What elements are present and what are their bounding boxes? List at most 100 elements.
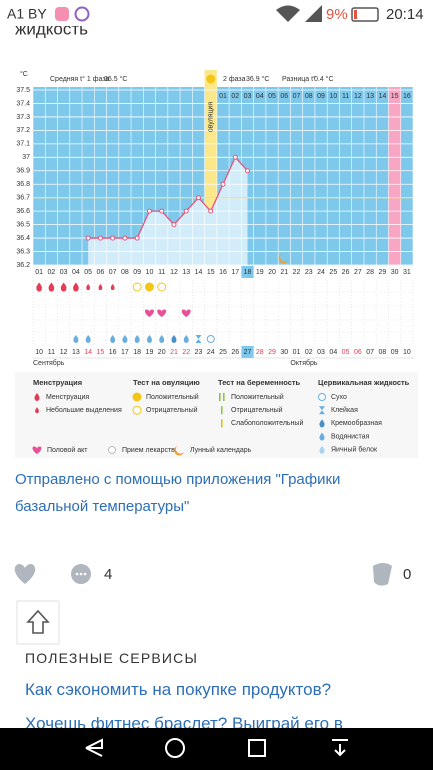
point-marker	[245, 168, 251, 174]
like-icon[interactable]	[14, 564, 36, 584]
phase2-day: 06	[280, 93, 288, 100]
date: 15	[97, 349, 105, 356]
ovulation-test-icon	[157, 282, 167, 292]
date: 18	[133, 349, 141, 356]
y-tick-label: 37.3	[16, 114, 30, 121]
legend-item: Водянистая	[331, 433, 370, 440]
y-tick-label: 36.9	[16, 168, 30, 175]
date: 12	[60, 349, 68, 356]
services-title: ПОЛЕЗНЫЕ СЕРВИСЫ	[25, 650, 199, 666]
wifi-icon	[276, 5, 300, 22]
nav-recent[interactable]	[248, 739, 266, 757]
ovulation-test-icon	[132, 392, 142, 402]
date: 26	[231, 349, 239, 356]
drop-icon	[159, 335, 165, 343]
nav-notifications[interactable]	[332, 739, 348, 757]
nav-back[interactable]	[85, 738, 103, 757]
drop-icon	[36, 282, 43, 292]
drop-icon	[171, 335, 177, 344]
cycle-day: 13	[182, 269, 190, 276]
date: 01	[293, 349, 301, 356]
drop-icon	[319, 419, 325, 428]
legend-title: Тест на овуляцию	[133, 378, 200, 387]
drop-icon	[110, 284, 115, 291]
nav-home[interactable]	[165, 738, 185, 758]
phase2-day: 10	[329, 93, 337, 100]
drop-icon	[34, 393, 40, 401]
service-link[interactable]: Как сэкономить на покупке продуктов?	[25, 680, 332, 699]
point-marker	[122, 235, 128, 241]
cycle-day: 03	[60, 269, 68, 276]
point-marker	[134, 235, 140, 241]
drop-icon	[110, 335, 116, 343]
date: 24	[207, 349, 215, 356]
pregnancy-bar	[221, 419, 223, 428]
phase1-label: Средняя t° 1 фаза	[50, 75, 109, 83]
cycle-day: 14	[195, 269, 203, 276]
legend-item: Положительный	[146, 393, 199, 401]
phase2-day: 12	[354, 93, 362, 100]
legend-item: Небольшие выделения	[46, 406, 122, 414]
point-marker	[97, 235, 103, 241]
phase2-label: 2 фаза	[223, 76, 246, 83]
date: 27	[244, 349, 252, 356]
moon-icon	[278, 254, 289, 264]
legend-item: Менструация	[46, 394, 89, 401]
month-label: Октябрь	[290, 359, 317, 367]
point-marker	[208, 208, 214, 214]
drop-icon	[319, 432, 325, 441]
drop-icon	[85, 335, 91, 343]
comment-dot	[79, 572, 83, 576]
y-tick-label: 37.2	[16, 127, 30, 134]
cycle-day: 07	[109, 269, 117, 276]
share-count: 0	[403, 566, 411, 583]
cycle-day: 17	[231, 269, 239, 276]
diff-label: Разница t°	[282, 75, 316, 83]
y-tick-label: 36.7	[16, 195, 30, 202]
legend-item: Отрицательный	[146, 406, 198, 414]
moon-icon	[174, 446, 184, 456]
battery-fill	[354, 10, 357, 19]
point-marker	[146, 208, 152, 214]
date: 03	[317, 349, 325, 356]
viber-icon	[74, 6, 90, 22]
drop-icon	[35, 407, 39, 414]
point-marker	[171, 222, 177, 228]
legend-extra: Прием лекарств	[122, 447, 175, 454]
cycle-day: 09	[133, 269, 141, 276]
bbt-chart: 36.2 36.3 36.4 36.5 36.6 36.7 36.8 36.9 37 37.1 37…	[15, 70, 418, 458]
cycle-day: 25	[329, 269, 337, 276]
sticky-icon	[195, 335, 202, 343]
legend-item: Положительный	[231, 393, 284, 401]
date: 06	[354, 349, 362, 356]
cycle-day: 22	[293, 269, 301, 276]
pill-icon	[108, 446, 116, 454]
date: 23	[195, 349, 203, 356]
date: 17	[121, 349, 129, 356]
scroll-up-button[interactable]	[16, 600, 60, 645]
date: 10	[35, 349, 43, 356]
month-label: Сентябрь	[33, 359, 65, 367]
date: 30	[280, 349, 288, 356]
date: 14	[84, 349, 92, 356]
legend-item: Яичный белок	[331, 446, 378, 454]
date: 05	[342, 349, 350, 356]
pregnancy-bar	[219, 393, 221, 401]
share-icon[interactable]	[373, 563, 392, 586]
date: 10	[403, 349, 411, 356]
y-unit: °C	[20, 70, 28, 78]
heart-icon	[157, 309, 167, 317]
app-link[interactable]: Отправлено с помощью приложения "Графики…	[15, 471, 341, 515]
point-marker	[110, 235, 116, 241]
battery-icon	[351, 7, 379, 22]
date: 04	[329, 349, 337, 356]
dry-icon	[318, 393, 326, 401]
cycle-day: 18	[244, 269, 252, 276]
drop-icon	[122, 335, 128, 343]
date: 08	[378, 349, 386, 356]
cycle-day: 28	[366, 269, 374, 276]
point-marker	[159, 208, 165, 214]
y-tick-label: 37	[22, 154, 30, 161]
legend-title: Тест на беременность	[218, 378, 301, 387]
